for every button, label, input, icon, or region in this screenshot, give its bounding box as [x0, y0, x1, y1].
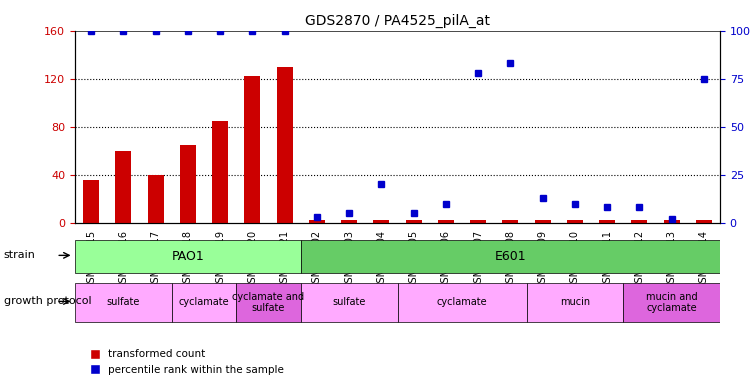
Bar — [503, 220, 518, 223]
FancyBboxPatch shape — [75, 283, 172, 322]
Bar — [244, 76, 260, 223]
Text: strain: strain — [4, 250, 36, 260]
FancyBboxPatch shape — [398, 283, 526, 322]
Text: mucin: mucin — [560, 297, 590, 308]
Bar — [535, 220, 550, 223]
Bar — [696, 220, 712, 223]
Bar — [277, 67, 292, 223]
Bar — [599, 220, 615, 223]
Bar — [632, 220, 647, 223]
Text: cyclamate: cyclamate — [436, 297, 488, 308]
Legend: transformed count, percentile rank within the sample: transformed count, percentile rank withi… — [80, 345, 288, 379]
Bar — [309, 220, 325, 223]
Bar — [438, 220, 454, 223]
Text: growth protocol: growth protocol — [4, 296, 92, 306]
Bar — [212, 121, 228, 223]
Bar — [116, 151, 131, 223]
Bar — [664, 220, 680, 223]
FancyBboxPatch shape — [526, 283, 623, 322]
Bar — [180, 145, 196, 223]
Text: sulfate: sulfate — [106, 297, 140, 308]
Bar — [83, 180, 99, 223]
Text: E601: E601 — [494, 250, 526, 263]
Text: cyclamate: cyclamate — [178, 297, 230, 308]
Bar — [406, 220, 422, 223]
Text: cyclamate and
sulfate: cyclamate and sulfate — [232, 291, 304, 313]
Text: mucin and
cyclamate: mucin and cyclamate — [646, 291, 698, 313]
FancyBboxPatch shape — [172, 283, 236, 322]
FancyBboxPatch shape — [301, 283, 398, 322]
FancyBboxPatch shape — [623, 283, 720, 322]
Title: GDS2870 / PA4525_pilA_at: GDS2870 / PA4525_pilA_at — [305, 14, 490, 28]
FancyBboxPatch shape — [75, 240, 301, 273]
FancyBboxPatch shape — [301, 240, 720, 273]
FancyBboxPatch shape — [236, 283, 301, 322]
Bar — [341, 220, 357, 223]
Text: PAO1: PAO1 — [172, 250, 204, 263]
Text: sulfate: sulfate — [332, 297, 366, 308]
Bar — [148, 175, 164, 223]
Bar — [374, 220, 389, 223]
Bar — [470, 220, 486, 223]
Bar — [567, 220, 583, 223]
